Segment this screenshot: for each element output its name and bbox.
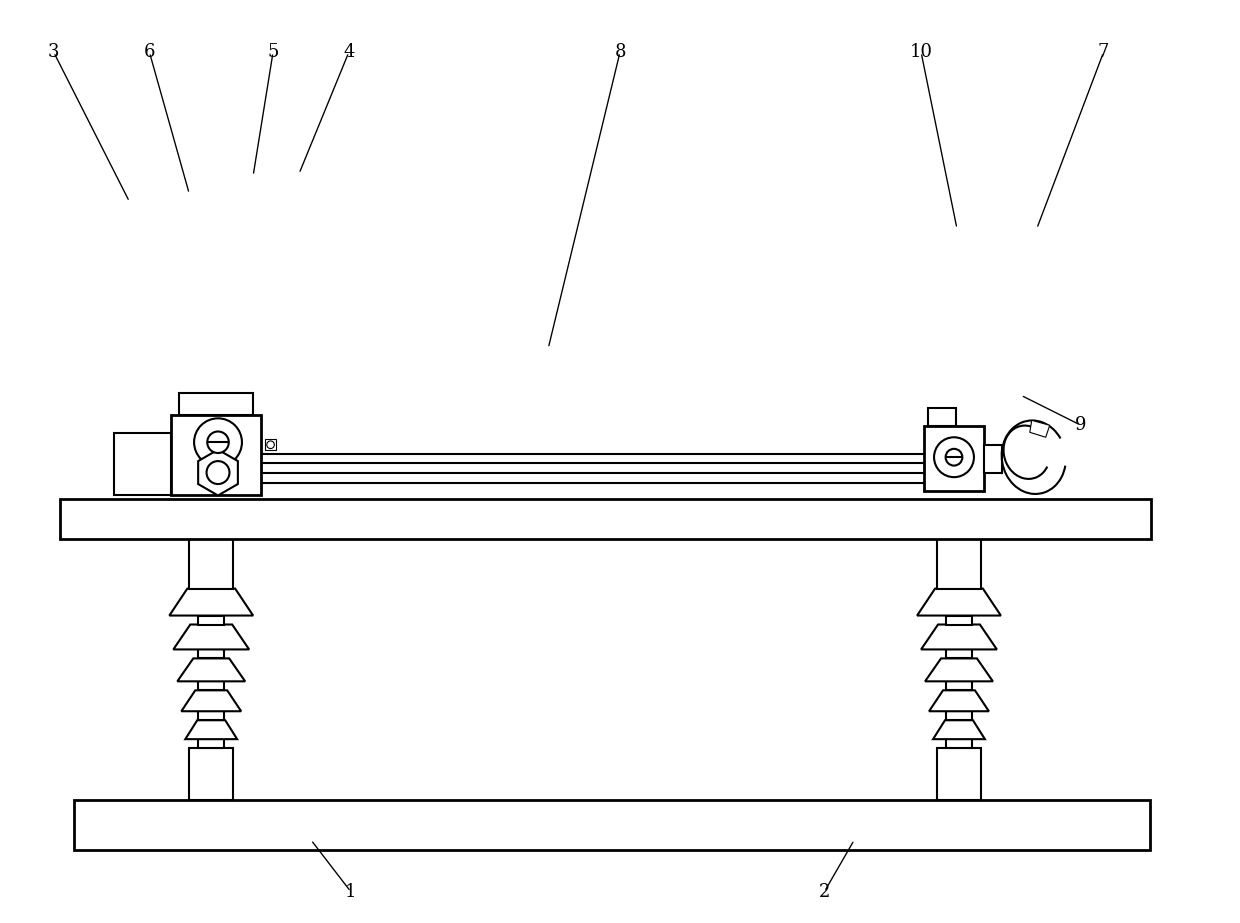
Bar bbox=[216, 454, 981, 463]
Circle shape bbox=[195, 418, 242, 466]
Text: 5: 5 bbox=[268, 43, 279, 61]
Bar bbox=[946, 739, 972, 749]
Text: 8: 8 bbox=[614, 43, 626, 61]
Text: 3: 3 bbox=[48, 43, 60, 61]
Polygon shape bbox=[177, 658, 246, 681]
Polygon shape bbox=[185, 720, 237, 739]
Polygon shape bbox=[181, 690, 241, 712]
Text: 1: 1 bbox=[345, 882, 357, 901]
Bar bbox=[114, 433, 171, 495]
Polygon shape bbox=[1029, 420, 1050, 438]
Polygon shape bbox=[925, 658, 993, 681]
Bar bbox=[190, 749, 233, 800]
Bar bbox=[928, 408, 956, 426]
Bar bbox=[198, 616, 224, 625]
Polygon shape bbox=[921, 625, 997, 650]
Bar bbox=[180, 393, 253, 415]
Text: 7: 7 bbox=[1097, 43, 1110, 61]
Circle shape bbox=[267, 441, 274, 449]
Polygon shape bbox=[929, 690, 988, 712]
Text: 4: 4 bbox=[343, 43, 355, 61]
Circle shape bbox=[946, 449, 962, 465]
Bar bbox=[198, 712, 224, 720]
Polygon shape bbox=[918, 589, 1001, 616]
Bar bbox=[60, 499, 1152, 539]
Text: 10: 10 bbox=[910, 43, 932, 61]
Bar bbox=[983, 445, 1002, 473]
Polygon shape bbox=[170, 589, 253, 616]
Polygon shape bbox=[198, 450, 238, 496]
Bar bbox=[216, 473, 981, 483]
Bar bbox=[937, 539, 981, 589]
Bar bbox=[946, 616, 972, 625]
Bar bbox=[946, 650, 972, 658]
Circle shape bbox=[207, 431, 229, 453]
Bar bbox=[937, 749, 981, 800]
Circle shape bbox=[934, 438, 973, 477]
Bar bbox=[265, 439, 277, 450]
Text: 6: 6 bbox=[144, 43, 155, 61]
Bar bbox=[946, 681, 972, 690]
Bar bbox=[924, 426, 983, 491]
Polygon shape bbox=[174, 625, 249, 650]
Bar bbox=[171, 415, 262, 495]
Text: 9: 9 bbox=[1075, 416, 1086, 434]
Bar bbox=[73, 800, 1151, 850]
Circle shape bbox=[207, 462, 229, 484]
Text: 2: 2 bbox=[818, 882, 830, 901]
Bar bbox=[190, 539, 233, 589]
Bar bbox=[198, 739, 224, 749]
Bar bbox=[198, 650, 224, 658]
Polygon shape bbox=[932, 720, 985, 739]
Bar bbox=[198, 681, 224, 690]
Bar bbox=[946, 712, 972, 720]
